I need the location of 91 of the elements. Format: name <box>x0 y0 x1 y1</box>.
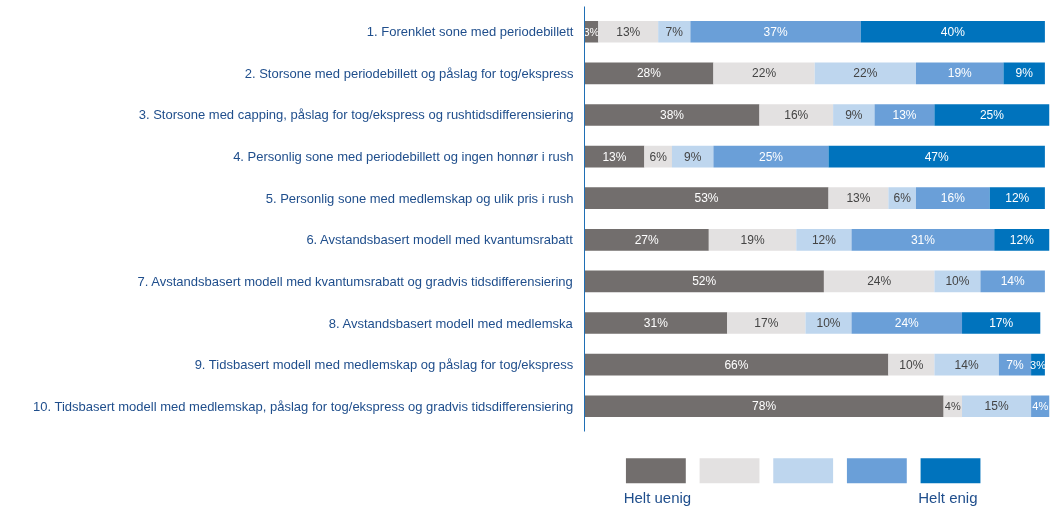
data-label: 38% <box>659 107 685 122</box>
data-label: 10% <box>816 316 841 331</box>
bar <box>584 395 944 418</box>
data-label: 14% <box>954 357 979 372</box>
y-tick-label: 5. Personlig sone med medlemskap og ulik pris i rush <box>265 190 574 206</box>
bar <box>598 20 659 43</box>
y-tick-label: 1. Forenklet sone med periodebillett <box>366 24 574 40</box>
y-tick-label: 8. Avstandsbasert modell med medlemska <box>328 315 574 331</box>
data-label: 27% <box>634 232 659 247</box>
data-label: 12% <box>1005 191 1030 206</box>
bar <box>851 312 963 334</box>
bar <box>833 104 875 126</box>
data-label: 6% <box>893 191 912 206</box>
data-label: 52% <box>692 274 717 289</box>
data-label: 66% <box>724 357 749 372</box>
data-label: 13% <box>846 191 871 206</box>
data-label: 10% <box>945 274 970 289</box>
legend-label: Helt uenig <box>623 489 692 507</box>
bar <box>584 228 709 251</box>
data-label: 78% <box>752 399 777 414</box>
data-label: 7% <box>1006 357 1024 372</box>
data-label: 31% <box>910 232 936 247</box>
y-tick-label: 2. Storsone med periodebillett og påslag for tog/ekspress <box>244 65 574 81</box>
legend-label: Helt enig <box>918 489 978 507</box>
data-label: 13% <box>892 107 917 122</box>
bar <box>690 20 861 43</box>
data-label: 22% <box>752 66 777 81</box>
data-label: 53% <box>694 191 719 206</box>
data-label: 19% <box>947 66 973 81</box>
bar <box>584 104 760 126</box>
bar <box>814 62 916 85</box>
data-label: 16% <box>784 107 809 122</box>
data-label: 19% <box>740 232 765 247</box>
bar <box>796 228 852 251</box>
data-label: 47% <box>924 149 950 164</box>
data-label: 3% <box>1030 358 1047 371</box>
y-tick-label: 10. Tidsbasert modell med medlemskap, påslag for tog/ekspress og gradvis tidsdifferensiering <box>33 398 574 414</box>
data-label: 16% <box>940 191 966 206</box>
data-label: 17% <box>989 316 1014 331</box>
bar <box>584 312 728 334</box>
bar <box>994 228 1050 251</box>
bar <box>584 187 829 210</box>
y-tick-label: 3. Storsone med capping, påslag for tog/ekspress og rushtidsdifferensiering <box>138 107 574 123</box>
y-tick-label: 6. Avstandsbasert modell med kvantumsrabatt <box>306 232 574 248</box>
data-label: 6% <box>649 149 668 164</box>
data-label: 15% <box>984 399 1009 414</box>
data-label: 14% <box>1000 274 1026 289</box>
bar <box>962 395 1032 418</box>
bar <box>713 62 815 85</box>
bar <box>851 228 995 251</box>
bar <box>989 187 1045 210</box>
data-label: 12% <box>1009 232 1035 247</box>
data-label: 4% <box>1032 400 1049 413</box>
bar <box>915 187 990 210</box>
bar <box>713 145 829 168</box>
data-label: 25% <box>758 149 784 164</box>
data-label: 40% <box>940 24 966 39</box>
data-label: 24% <box>894 316 920 331</box>
y-tick-label: 4. Personlig sone med periodebillett og ingen honnør i rush <box>233 149 574 165</box>
bar <box>828 145 1045 168</box>
bar <box>708 228 797 251</box>
bar <box>934 104 1050 126</box>
data-label: 22% <box>853 66 878 81</box>
data-label: 13% <box>602 149 627 164</box>
data-label: 10% <box>899 357 924 372</box>
y-tick-label: 7. Avstandsbasert modell med kvantumsrabatt og gradvis tidsdifferensiering <box>137 273 573 289</box>
bar <box>727 312 806 334</box>
bar <box>584 62 714 85</box>
data-label: 13% <box>616 24 641 39</box>
bar <box>584 353 889 376</box>
data-label: 4% <box>944 400 961 413</box>
bar <box>584 270 824 293</box>
data-label: 9% <box>845 107 863 122</box>
bar <box>823 270 935 293</box>
bar <box>874 104 935 126</box>
data-label: 9% <box>1015 66 1034 81</box>
y-tick-label: 9. Tidsbasert modell med medlemskap og påslag for tog/ekspress <box>194 357 574 373</box>
bar <box>759 104 834 126</box>
data-label: 37% <box>763 24 788 39</box>
data-label: 7% <box>665 24 684 39</box>
bar <box>805 312 852 334</box>
data-label: 17% <box>754 316 779 331</box>
data-label: 9% <box>684 149 702 164</box>
bar <box>962 312 1041 334</box>
data-label: 25% <box>979 107 1005 122</box>
data-label: 31% <box>643 316 669 331</box>
data-label: 24% <box>867 274 892 289</box>
data-label: 12% <box>811 232 837 247</box>
bar <box>828 187 889 210</box>
bar <box>860 20 1045 43</box>
data-label: 28% <box>636 66 662 81</box>
